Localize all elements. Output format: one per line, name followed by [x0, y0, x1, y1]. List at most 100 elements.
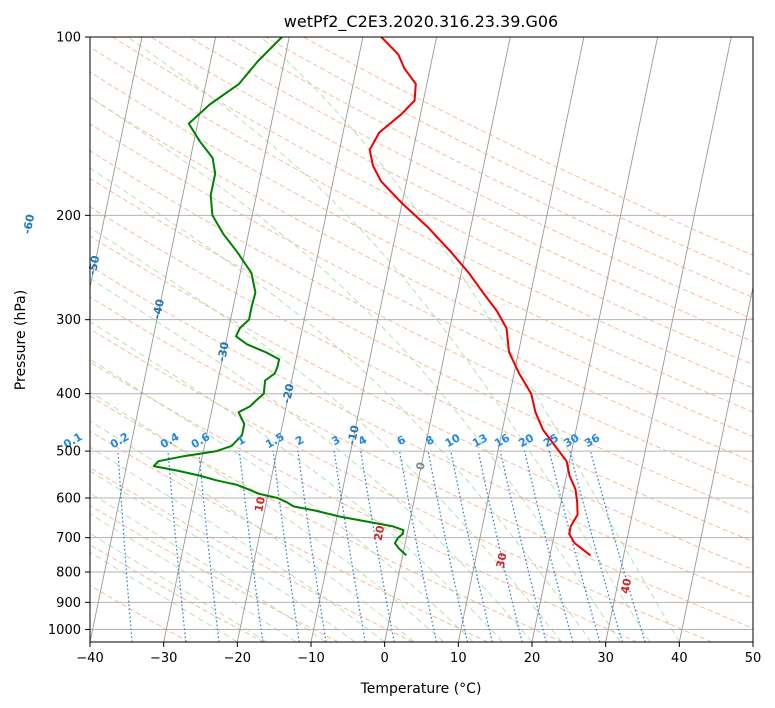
dry-adiabat-line: [90, 46, 753, 389]
y-tick-label: 100: [56, 31, 81, 46]
dry-adiabat-line: [226, 37, 753, 299]
dry-adiabat-line: [90, 395, 563, 642]
isotherm-line: [310, 37, 438, 642]
isotherm-line: [531, 37, 659, 642]
x-tick-label: −10: [297, 651, 324, 666]
isotherm-label: -40: [150, 298, 167, 320]
mixing-ratio-line: [589, 450, 646, 642]
x-axis-label: Temperature (°C): [360, 681, 482, 697]
dry-adiabat-line: [90, 150, 753, 489]
chart-title: wetPf2_C2E3.2020.316.23.39.G06: [284, 12, 558, 32]
mixing-ratio-lines: [71, 450, 646, 642]
y-tick-label: 900: [56, 596, 81, 611]
x-tick-label: 30: [597, 651, 614, 666]
moist-adiabat-line: [90, 277, 533, 642]
isotherm-line: [384, 37, 511, 642]
y-tick-label: 300: [56, 313, 81, 328]
temperature-line: [368, 37, 592, 557]
mixing-ratio-line: [477, 450, 523, 642]
isotherm-line: [90, 37, 217, 642]
y-tick-label: 200: [56, 209, 81, 224]
dry-adiabat-line: [112, 37, 753, 366]
isotherm-label: -30: [215, 340, 232, 362]
moist-adiabat-line: [127, 37, 651, 642]
x-tick-label: 20: [524, 651, 541, 666]
isotherm-label: -60: [21, 213, 38, 235]
dry-adiabat-label: 30: [494, 551, 510, 569]
isotherm-line: [163, 37, 290, 642]
mixing-ratio-line: [238, 451, 264, 642]
mixing-ratio-line: [360, 451, 395, 642]
moist-adiabat-line: [90, 551, 238, 642]
isotherm-line: [605, 37, 732, 642]
plot-background: [90, 37, 753, 642]
plot-frame: [89, 36, 754, 643]
isotherm-label: -20: [280, 382, 297, 404]
moist-adiabats: [90, 37, 680, 642]
x-tick-label: 10: [450, 651, 467, 666]
isotherm-line: [678, 284, 753, 642]
dry-adiabat-label: 20: [372, 524, 388, 542]
x-tick-label: −30: [150, 651, 177, 666]
isotherm-line: [0, 37, 68, 642]
dry-adiabat-line: [150, 37, 753, 343]
isotherms: [0, 37, 753, 642]
axes: −40 −30 −20 −10 0 10 20 30 40 5010020030040050060…: [48, 31, 761, 667]
mixing-ratio-line: [450, 450, 493, 642]
dry-adiabat-label: 10: [252, 495, 268, 513]
mixing-ratio-line: [272, 451, 300, 642]
dry-adiabat-line: [90, 206, 753, 543]
y-tick-label: 600: [56, 492, 81, 507]
moist-adiabat-line: [90, 446, 385, 642]
dry-adiabat-line: [90, 504, 339, 642]
dewpoint-line: [152, 37, 407, 557]
plot-lines: [0, 37, 753, 642]
y-tick-label: 700: [56, 531, 81, 546]
dry-adiabat-line: [303, 37, 753, 256]
moist-adiabat-line: [90, 391, 444, 642]
isotherm-line: [752, 639, 753, 642]
mixing-ratio-line: [71, 451, 82, 642]
mixing-ratio-line: [297, 451, 327, 642]
x-tick-label: 0: [381, 651, 389, 666]
y-axis-label: Pressure (hPa): [13, 290, 29, 390]
dry-adiabat-line: [90, 123, 753, 463]
mixing-ratio-line: [499, 450, 547, 642]
mixing-ratio-line: [333, 451, 366, 642]
dry-adiabat-line: [90, 430, 488, 642]
dry-adiabat-line: [90, 328, 712, 642]
moist-adiabat-line: [90, 167, 592, 642]
moist-adiabat-line: [90, 470, 356, 642]
mixing-ratio-line: [399, 450, 437, 642]
mixing-ratio-line: [548, 450, 601, 642]
mixing-ratio-line: [198, 451, 220, 642]
x-tick-label: −40: [76, 651, 103, 666]
y-tick-label: 800: [56, 566, 81, 581]
isotherm-line: [457, 37, 585, 642]
x-tick-label: −20: [224, 651, 251, 666]
dry-adiabat-line: [90, 467, 414, 642]
isobars: [90, 37, 753, 630]
isotherm-label: -10: [345, 424, 362, 446]
x-tick-label: 40: [671, 651, 688, 666]
profile-series: [152, 37, 592, 557]
dry-adiabats: [90, 37, 753, 642]
mixing-ratio-line: [427, 450, 469, 642]
dry-adiabat-label: 40: [618, 577, 634, 595]
y-tick-label: 1000: [48, 623, 81, 638]
moist-adiabat-line: [90, 227, 562, 642]
x-tick-label: 50: [745, 651, 762, 666]
dry-adiabat-line: [90, 265, 753, 600]
dry-adiabat-line: [90, 361, 638, 642]
moist-adiabat-line: [90, 492, 326, 642]
mixing-ratio-line: [524, 450, 574, 642]
y-tick-label: 500: [56, 445, 81, 460]
moist-adiabat-line: [90, 96, 621, 642]
y-tick-label: 400: [56, 387, 81, 402]
isotherm-label: 0: [414, 461, 428, 471]
isotherm-line: [236, 37, 364, 642]
mixing-ratio-line: [569, 450, 623, 642]
dry-adiabat-line: [90, 96, 753, 438]
isotherm-line: [90, 37, 143, 290]
